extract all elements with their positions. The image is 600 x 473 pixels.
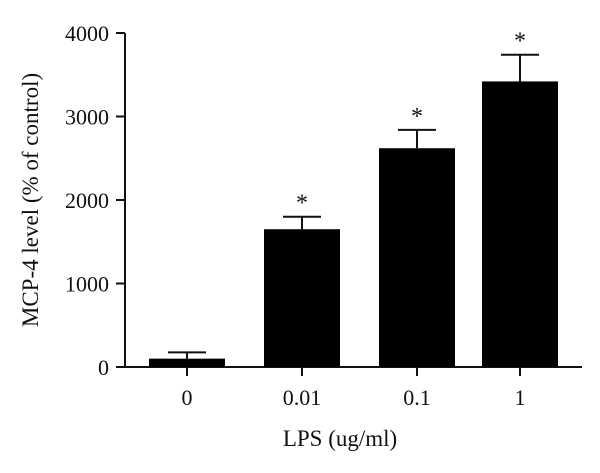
x-axis: 0 0.01 0.1 1 [125,366,582,410]
significance-asterisk: * [411,104,423,130]
error-bars [168,53,539,359]
x-axis-title: LPS (ug/ml) [283,426,397,451]
bar [379,148,455,367]
bar [264,229,340,367]
x-tick-label: 0.01 [283,385,322,410]
significance-asterisk: * [296,191,308,217]
x-tick-label: 0.1 [403,385,431,410]
y-axis: 0 1000 2000 3000 4000 [65,21,126,380]
y-tick-label: 1000 [65,272,109,297]
y-axis-title: MCP-4 level (% of control) [18,73,43,327]
y-tick-label: 0 [98,355,109,380]
bars [149,81,558,368]
x-tick-label: 0 [182,385,193,410]
y-tick-label: 2000 [65,188,109,213]
x-tick-label: 1 [515,385,526,410]
bar [482,81,558,368]
y-tick-label: 4000 [65,21,109,46]
y-tick-label: 3000 [65,105,109,130]
significance-asterisk: * [514,29,526,55]
bar [149,358,225,367]
significance-marks: * * * [296,29,526,217]
